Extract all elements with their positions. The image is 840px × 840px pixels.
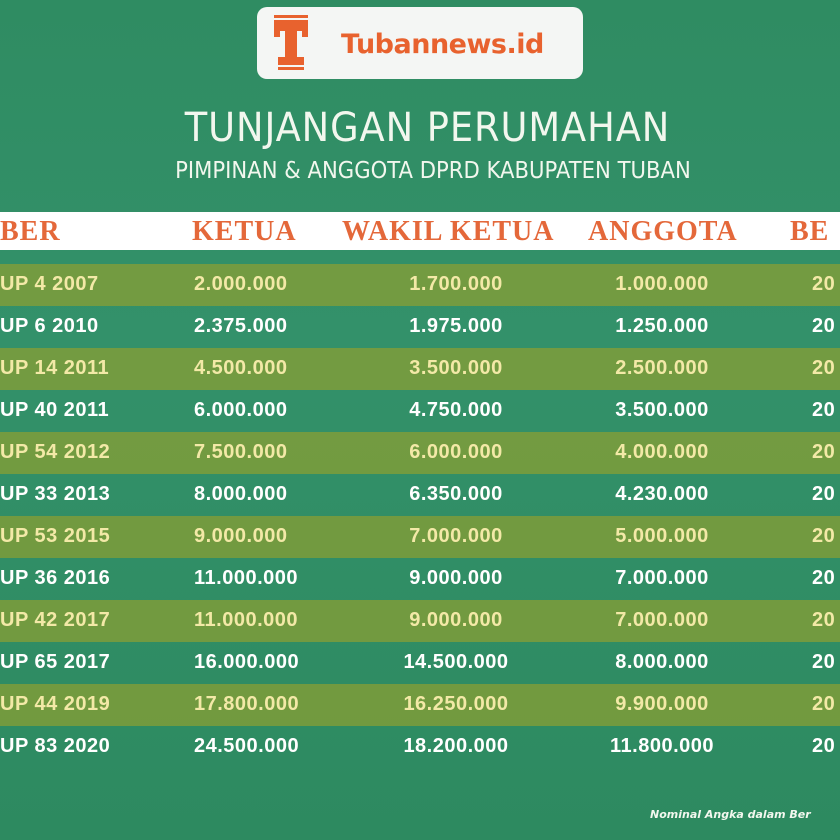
table-row: UP 53 2015 9.000.000 7.000.000 5.000.000 20 bbox=[0, 516, 840, 558]
cell-ketua: 24.500.000 bbox=[194, 735, 300, 757]
cell-anggota: 7.000.000 bbox=[615, 609, 709, 631]
cell-sumber: UP 4 2007 bbox=[0, 273, 99, 295]
cell-sumber: UP 44 2019 bbox=[0, 693, 111, 715]
table-row: UP 65 2017 16.000.000 14.500.000 8.000.000 2… bbox=[0, 642, 840, 684]
table-header: BER KETUA WAKIL KETUA ANGGOTA BE bbox=[0, 212, 840, 250]
cell-wakil-ketua: 16.250.000 bbox=[403, 693, 509, 715]
cell-berlaku: 20 bbox=[812, 693, 836, 715]
cell-berlaku: 20 bbox=[812, 483, 836, 505]
cell-sumber: UP 40 2011 bbox=[0, 399, 110, 421]
page-title: TUNJANGAN PERUMAHAN bbox=[184, 105, 671, 151]
table-row: UP 36 2016 11.000.000 9.000.000 7.000.000 20 bbox=[0, 558, 840, 600]
cell-berlaku: 20 bbox=[812, 441, 836, 463]
cell-berlaku: 20 bbox=[812, 357, 836, 379]
table-row: UP 4 2007 2.000.000 1.700.000 1.000.000 20 bbox=[0, 264, 840, 306]
cell-berlaku: 20 bbox=[812, 315, 836, 337]
cell-berlaku: 20 bbox=[812, 735, 836, 757]
cell-ketua: 2.375.000 bbox=[194, 315, 288, 337]
table-row: UP 83 2020 24.500.000 18.200.000 11.800.000… bbox=[0, 726, 840, 768]
cell-wakil-ketua: 9.000.000 bbox=[409, 567, 503, 589]
cell-anggota: 5.000.000 bbox=[615, 525, 709, 547]
cell-anggota: 1.000.000 bbox=[615, 273, 709, 295]
cell-ketua: 8.000.000 bbox=[194, 483, 288, 505]
cell-berlaku: 20 bbox=[812, 651, 836, 673]
cell-berlaku: 20 bbox=[812, 525, 836, 547]
cell-ketua: 9.000.000 bbox=[194, 525, 288, 547]
table-row: UP 44 2019 17.800.000 16.250.000 9.900.000 2… bbox=[0, 684, 840, 726]
cell-berlaku: 20 bbox=[812, 567, 836, 589]
cell-wakil-ketua: 1.700.000 bbox=[409, 273, 503, 295]
table-row: UP 40 2011 6.000.000 4.750.000 3.500.000 20 bbox=[0, 390, 840, 432]
cell-berlaku: 20 bbox=[812, 273, 836, 295]
cell-sumber: UP 6 2010 bbox=[0, 315, 99, 337]
cell-ketua: 17.800.000 bbox=[194, 693, 300, 715]
cell-anggota: 3.500.000 bbox=[615, 399, 709, 421]
cell-wakil-ketua: 9.000.000 bbox=[409, 609, 503, 631]
header-anggota: ANGGOTA bbox=[588, 216, 738, 247]
cell-ketua: 4.500.000 bbox=[194, 357, 288, 379]
cell-anggota: 4.000.000 bbox=[615, 441, 709, 463]
cell-berlaku: 20 bbox=[812, 399, 836, 421]
cell-sumber: UP 54 2012 bbox=[0, 441, 111, 463]
cell-sumber: UP 53 2015 bbox=[0, 525, 111, 547]
cell-sumber: UP 14 2011 bbox=[0, 357, 110, 379]
brand-logo: Tubannews.id bbox=[257, 7, 583, 79]
cell-anggota: 4.230.000 bbox=[615, 483, 709, 505]
cell-wakil-ketua: 4.750.000 bbox=[409, 399, 503, 421]
cell-berlaku: 20 bbox=[812, 609, 836, 631]
cell-sumber: UP 65 2017 bbox=[0, 651, 111, 673]
page-subtitle: PIMPINAN & ANGGOTA DPRD KABUPATEN TUBAN bbox=[175, 158, 691, 184]
cell-sumber: UP 33 2013 bbox=[0, 483, 111, 505]
table-row: UP 54 2012 7.500.000 6.000.000 4.000.000 20 bbox=[0, 432, 840, 474]
header-berlaku: BE bbox=[790, 216, 830, 247]
cell-anggota: 1.250.000 bbox=[615, 315, 709, 337]
header-wakil-ketua: WAKIL KETUA bbox=[342, 216, 555, 247]
cell-ketua: 2.000.000 bbox=[194, 273, 288, 295]
cell-wakil-ketua: 6.350.000 bbox=[409, 483, 503, 505]
cell-anggota: 9.900.000 bbox=[615, 693, 709, 715]
table-row: UP 6 2010 2.375.000 1.975.000 1.250.000 20 bbox=[0, 306, 840, 348]
cell-sumber: UP 42 2017 bbox=[0, 609, 111, 631]
footnote: Nominal Angka dalam Ber bbox=[650, 808, 811, 821]
cell-wakil-ketua: 1.975.000 bbox=[409, 315, 503, 337]
cell-sumber: UP 83 2020 bbox=[0, 735, 111, 757]
cell-ketua: 16.000.000 bbox=[194, 651, 300, 673]
header-ketua: KETUA bbox=[192, 216, 297, 247]
table-row: UP 33 2013 8.000.000 6.350.000 4.230.000 20 bbox=[0, 474, 840, 516]
cell-anggota: 8.000.000 bbox=[615, 651, 709, 673]
cell-anggota: 7.000.000 bbox=[615, 567, 709, 589]
cell-wakil-ketua: 7.000.000 bbox=[409, 525, 503, 547]
table-row: UP 14 2011 4.500.000 3.500.000 2.500.000 20 bbox=[0, 348, 840, 390]
cell-ketua: 7.500.000 bbox=[194, 441, 288, 463]
cell-anggota: 11.800.000 bbox=[610, 735, 714, 757]
cell-anggota: 2.500.000 bbox=[615, 357, 709, 379]
header-sumber: BER bbox=[0, 216, 61, 247]
cell-ketua: 6.000.000 bbox=[194, 399, 288, 421]
tubannews-logo-icon bbox=[274, 15, 308, 70]
cell-wakil-ketua: 3.500.000 bbox=[409, 357, 503, 379]
cell-wakil-ketua: 18.200.000 bbox=[403, 735, 509, 757]
cell-ketua: 11.000.000 bbox=[194, 609, 298, 631]
cell-ketua: 11.000.000 bbox=[194, 567, 298, 589]
cell-wakil-ketua: 6.000.000 bbox=[409, 441, 503, 463]
cell-wakil-ketua: 14.500.000 bbox=[403, 651, 509, 673]
brand-name: Tubannews.id bbox=[341, 29, 544, 60]
table-row: UP 42 2017 11.000.000 9.000.000 7.000.000 20 bbox=[0, 600, 840, 642]
cell-sumber: UP 36 2016 bbox=[0, 567, 111, 589]
